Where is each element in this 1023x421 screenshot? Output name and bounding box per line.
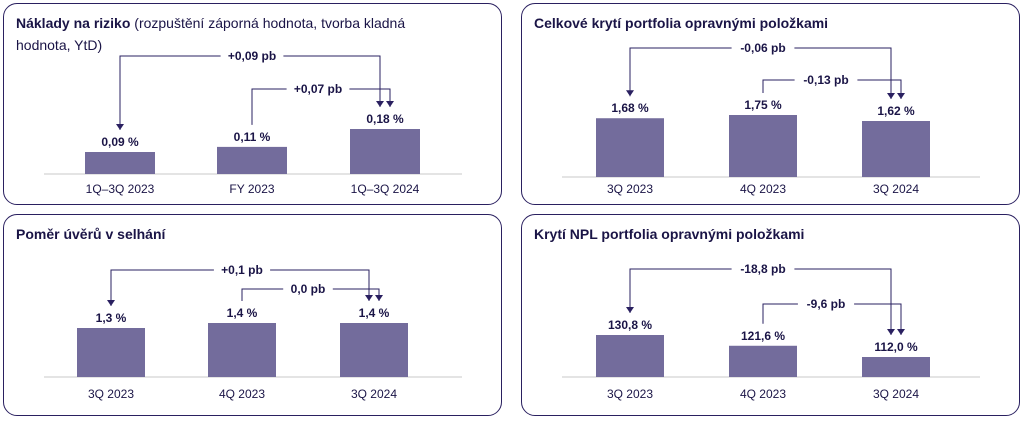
value-label: 121,6 %	[741, 329, 785, 343]
bracket-line-left	[110, 269, 214, 306]
change-annotation: -0,06 pb	[626, 41, 895, 99]
bar	[340, 323, 408, 377]
change-annotation: -9,6 pb	[762, 297, 905, 335]
value-label: 0,09 %	[101, 135, 139, 149]
category-label: 3Q 2024	[873, 182, 919, 196]
bracket-line-right	[854, 303, 902, 335]
chart-npl-ratio: 1,3 % 3Q 2023 1,4 % 4Q 2023 1,4 % 3Q 2024 +0,1…	[44, 263, 462, 401]
value-label: 1,62 %	[877, 104, 915, 118]
value-label: 0,18 %	[366, 112, 404, 126]
bracket-line-left	[762, 303, 798, 324]
arrow-head	[386, 101, 394, 107]
bar	[729, 345, 797, 377]
arrow-head	[376, 101, 384, 107]
category-label: 3Q 2023	[607, 387, 653, 401]
chart-cost-of-risk: 0,09 % 1Q–3Q 2023 0,11 % FY 2023 0,18 % 1Q–3Q…	[44, 49, 462, 196]
bar	[596, 118, 664, 177]
category-label: 3Q 2023	[607, 182, 653, 196]
change-label: -0,06 pb	[740, 41, 785, 55]
value-label: 1,3 %	[96, 311, 127, 325]
panel-cost-of-risk: Náklady na riziko (rozpuštění záporná ho…	[3, 3, 502, 205]
bar	[217, 146, 287, 174]
change-label: -9,6 pb	[807, 297, 846, 311]
change-label: +0,09 pb	[228, 49, 276, 63]
arrow-head	[626, 90, 634, 97]
arrow-head	[375, 295, 383, 301]
bar	[77, 328, 145, 377]
change-annotation: +0,1 pb	[107, 263, 373, 306]
panel-title: Náklady na riziko (rozpuštění záporná ho…	[16, 12, 456, 56]
arrow-head	[887, 93, 895, 99]
arrow-head	[897, 93, 905, 99]
value-label: 1,4 %	[359, 306, 390, 320]
category-label: 4Q 2023	[740, 387, 786, 401]
bracket-line-right	[794, 268, 892, 335]
bar	[85, 152, 155, 174]
bracket-line-right	[349, 88, 391, 107]
chart-total-coverage: 1,68 % 3Q 2023 1,75 % 4Q 2023 1,62 % 3Q 2024 -…	[562, 41, 980, 196]
panel-title: Celkové krytí portfolia opravnými položk…	[534, 12, 828, 34]
change-annotation: +0,07 pb	[251, 82, 394, 125]
category-label: 3Q 2023	[88, 387, 134, 401]
bracket-line-left	[762, 79, 795, 93]
category-label: 3Q 2024	[351, 387, 397, 401]
panel-title: Poměr úvěrů v selhání	[16, 223, 165, 245]
category-label: 1Q–3Q 2024	[351, 182, 420, 196]
change-annotation: -18,8 pb	[626, 262, 895, 335]
chart-title: Náklady na riziko	[16, 15, 131, 31]
bracket-line-right	[794, 47, 892, 99]
chart-title: Celkové krytí portfolia opravnými položk…	[534, 15, 829, 31]
change-label: -18,8 pb	[740, 262, 785, 276]
bracket-line-right	[283, 55, 381, 107]
panel-title: Krytí NPL portfolia opravnými položkami	[534, 223, 804, 245]
value-label: 112,0 %	[874, 340, 918, 354]
bar	[862, 357, 930, 377]
bar	[729, 115, 797, 177]
bracket-line-left	[629, 47, 732, 97]
chart-subtitle: (rozpuštění záporná hodnota, tvorba klad…	[16, 15, 406, 53]
bracket-line-left	[629, 268, 732, 313]
category-label: FY 2023	[229, 182, 274, 196]
value-label: 1,75 %	[744, 98, 782, 112]
arrow-head	[365, 295, 373, 301]
bracket-line-left	[241, 288, 284, 301]
arrow-head	[116, 124, 124, 130]
bracket-line-left	[251, 88, 287, 125]
bracket-line-left	[119, 55, 221, 130]
arrow-head	[897, 329, 905, 335]
category-label: 1Q–3Q 2023	[86, 182, 155, 196]
bracket-line-right	[270, 269, 370, 301]
value-label: 1,4 %	[227, 306, 258, 320]
arrow-head	[107, 300, 115, 306]
arrow-head	[887, 329, 895, 335]
panel-total-coverage: Celkové krytí portfolia opravnými položk…	[521, 3, 1020, 205]
change-annotation: +0,09 pb	[116, 49, 384, 130]
change-label: +0,07 pb	[294, 82, 342, 96]
category-label: 4Q 2023	[740, 182, 786, 196]
bar	[862, 121, 930, 177]
category-label: 3Q 2024	[873, 387, 919, 401]
bar	[350, 129, 420, 174]
panel-npl-ratio: Poměr úvěrů v selhání 1,3 % 3Q 2023 1,4 % 4…	[3, 214, 502, 416]
bar	[208, 323, 276, 377]
change-label: +0,1 pb	[221, 263, 263, 277]
arrow-head	[626, 307, 634, 313]
chart-title: Poměr úvěrů v selhání	[16, 226, 166, 242]
chart-npl-coverage: 130,8 % 3Q 2023 121,6 % 4Q 2023 112,0 % 3Q 20…	[562, 262, 980, 401]
change-label: -0,13 pb	[803, 73, 848, 87]
bracket-line-right	[857, 79, 902, 99]
value-label: 130,8 %	[608, 318, 652, 332]
panel-npl-coverage: Krytí NPL portfolia opravnými položkami …	[521, 214, 1020, 416]
value-label: 1,68 %	[611, 101, 649, 115]
bar	[596, 335, 664, 377]
category-label: 4Q 2023	[219, 387, 265, 401]
change-annotation: 0,0 pb	[241, 282, 383, 301]
value-label: 0,11 %	[234, 130, 271, 144]
change-annotation: -0,13 pb	[762, 73, 905, 99]
change-label: 0,0 pb	[291, 282, 326, 296]
chart-title: Krytí NPL portfolia opravnými položkami	[534, 226, 805, 242]
